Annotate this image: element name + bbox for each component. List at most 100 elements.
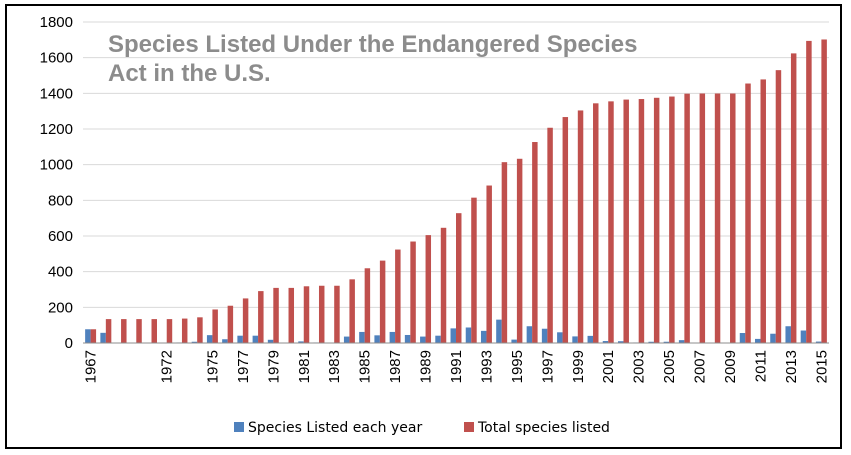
bar-total-listed-2009 <box>730 93 736 343</box>
bar-total-listed-2000 <box>593 103 599 343</box>
chart-title: Species Listed Under the Endangered Spec… <box>108 31 638 87</box>
bar-listed-each-year-2015 <box>815 341 822 343</box>
x-tick-label: 2013 <box>783 350 800 383</box>
bar-listed-each-year-1974 <box>191 341 198 343</box>
bar-total-listed-1987 <box>395 249 401 343</box>
x-tick-label: 1972 <box>159 350 176 383</box>
bar-total-listed-1974 <box>197 317 203 343</box>
bar-total-listed-1984 <box>349 279 355 343</box>
y-axis: 0 200 400 600 800 1000 1200 1400 1600 1800 <box>40 14 73 352</box>
bar-total-listed-2008 <box>714 93 721 343</box>
bar-listed-each-year-1968 <box>100 332 106 343</box>
bar-listed-each-year-1990 <box>435 335 441 343</box>
x-tick-label: 2015 <box>813 350 830 383</box>
x-tick-label: 2009 <box>722 350 739 383</box>
bar-listed-each-year-2012 <box>770 333 776 343</box>
bar-listed-each-year-1997 <box>541 328 548 343</box>
bar-listed-each-year-1985 <box>359 331 365 343</box>
bar-listed-each-year-1988 <box>404 334 411 343</box>
bar-listed-each-year-1999 <box>572 336 578 343</box>
bar-listed-each-year-1994 <box>496 319 502 343</box>
bar-total-listed-2011 <box>760 79 766 344</box>
bar-listed-each-year-1987 <box>389 331 396 343</box>
x-tick-label: 1985 <box>357 350 374 383</box>
x-tick-label: 1999 <box>570 350 587 383</box>
bar-total-listed-1988 <box>410 241 416 343</box>
bar-total-listed-2004 <box>653 97 660 343</box>
bar-listed-each-year-2000 <box>587 335 594 343</box>
x-tick-label: 1993 <box>478 350 495 383</box>
x-tick-label: 1995 <box>509 350 526 383</box>
bar-total-listed-1994 <box>501 162 508 343</box>
bar-listed-each-year-1967 <box>85 329 91 343</box>
x-tick-label: 2005 <box>661 350 678 383</box>
bar-total-listed-1981 <box>303 286 310 343</box>
legend: Species Listed each year Total species li… <box>234 420 610 436</box>
bar-total-listed-1999 <box>577 110 584 343</box>
y-tick-label: 400 <box>48 264 73 281</box>
bar-listed-each-year-1992 <box>465 327 472 343</box>
legend-swatch-2 <box>464 422 474 432</box>
bar-listed-each-year-1996 <box>526 326 533 343</box>
bar-listed-each-year-2004 <box>648 341 654 343</box>
bar-total-listed-2010 <box>745 83 751 344</box>
bar-total-listed-2012 <box>775 70 782 344</box>
y-tick-label: 1000 <box>40 157 73 174</box>
x-tick-label: 1991 <box>448 350 465 383</box>
x-tick-label: 2001 <box>600 350 617 383</box>
bar-total-listed-1978 <box>258 291 264 343</box>
bar-listed-each-year-1981 <box>298 341 304 343</box>
bar-listed-each-year-2013 <box>785 326 791 343</box>
y-tick-label: 1600 <box>40 50 73 67</box>
bar-listed-each-year-2010 <box>739 333 746 343</box>
x-tick-label: 1979 <box>265 350 282 383</box>
bar-total-listed-1986 <box>379 260 386 343</box>
bar-total-listed-1971 <box>151 319 157 343</box>
x-axis: 1967 1972 1975 1977 1979 1981 1983 1985 1987 1989… <box>83 342 830 383</box>
bar-total-listed-2005 <box>669 96 675 343</box>
bar-total-listed-2001 <box>608 101 614 343</box>
bar-total-listed-1970 <box>136 319 142 343</box>
x-tick-label: 1967 <box>83 350 100 383</box>
bar-total-listed-1998 <box>562 117 569 343</box>
bar-total-listed-2007 <box>699 93 706 343</box>
bar-total-listed-2013 <box>790 53 797 343</box>
bar-total-listed-1992 <box>471 197 477 343</box>
bar-listed-each-year-2006 <box>678 340 685 343</box>
bar-total-listed-1972 <box>166 319 173 343</box>
x-tick-label: 2007 <box>692 350 709 383</box>
bar-total-listed-2006 <box>684 93 690 343</box>
y-tick-label: 800 <box>48 192 73 209</box>
bar-total-listed-1995 <box>516 158 523 343</box>
y-tick-label: 1200 <box>40 121 73 138</box>
bar-listed-each-year-1984 <box>343 336 350 343</box>
bar-listed-each-year-2002 <box>617 341 624 343</box>
legend-swatch-1 <box>234 422 244 432</box>
legend-label-1: Species Listed each year <box>248 420 422 436</box>
bar-total-listed-1976 <box>227 305 234 343</box>
bar-total-listed-1969 <box>121 319 127 343</box>
bar-listed-each-year-1989 <box>420 336 426 343</box>
bar-total-listed-1990 <box>440 227 447 343</box>
bar-total-listed-1979 <box>273 287 279 343</box>
bar-total-listed-1975 <box>212 309 218 343</box>
bar-listed-each-year-1998 <box>557 332 563 343</box>
bar-total-listed-2015 <box>821 39 827 343</box>
bar-listed-each-year-1977 <box>237 335 243 343</box>
bar-total-listed-1985 <box>364 268 371 343</box>
bar-total-listed-1983 <box>334 285 340 343</box>
bar-listed-each-year-1995 <box>511 339 517 343</box>
bar-listed-each-year-1976 <box>222 339 228 343</box>
bars <box>85 39 827 344</box>
x-tick-label: 2011 <box>752 350 769 382</box>
bar-total-listed-1980 <box>288 287 295 343</box>
bar-total-listed-1991 <box>456 213 462 343</box>
bar-total-listed-1973 <box>181 318 188 343</box>
bar-total-listed-2002 <box>623 99 629 343</box>
x-tick-label: 1975 <box>204 350 221 383</box>
y-tick-label: 1400 <box>40 85 73 102</box>
x-tick-label: 1997 <box>539 350 556 383</box>
bar-total-listed-2014 <box>806 40 812 344</box>
bar-listed-each-year-1978 <box>252 335 259 343</box>
